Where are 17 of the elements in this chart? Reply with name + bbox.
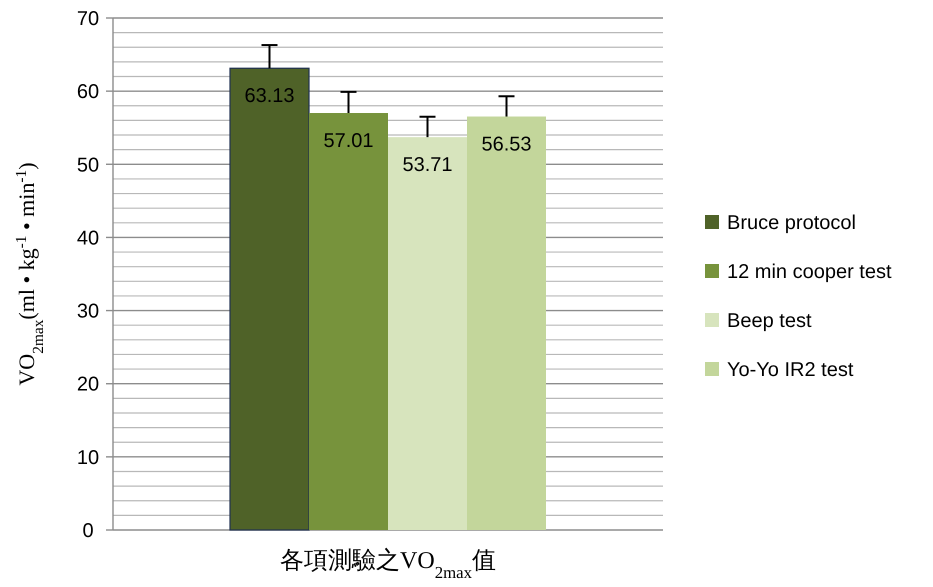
x-axis-title: 各項測驗之VO$_{2max}$值 [280,547,496,582]
legend-label: 12 min cooper test [727,261,892,283]
data-label: 57.01 [323,130,374,152]
y-tick-label: 70 [76,8,100,30]
legend-label: Beep test [727,310,812,332]
y-tick-label: 0 [82,520,94,542]
data-label: 63.13 [244,85,295,108]
data-label: 56.53 [481,134,532,156]
legend-label: Bruce protocol [727,212,856,234]
y-tick-label: 50 [76,154,100,176]
y-tick-label: 10 [76,446,100,469]
data-label: 53.71 [402,154,453,176]
y-tick-label: 20 [76,374,100,396]
y-tick-label: 60 [76,81,100,104]
legend-label: Yo-Yo IR2 test [727,359,854,381]
y-tick-label: 30 [76,300,100,323]
y-tick-label: 40 [76,227,100,250]
